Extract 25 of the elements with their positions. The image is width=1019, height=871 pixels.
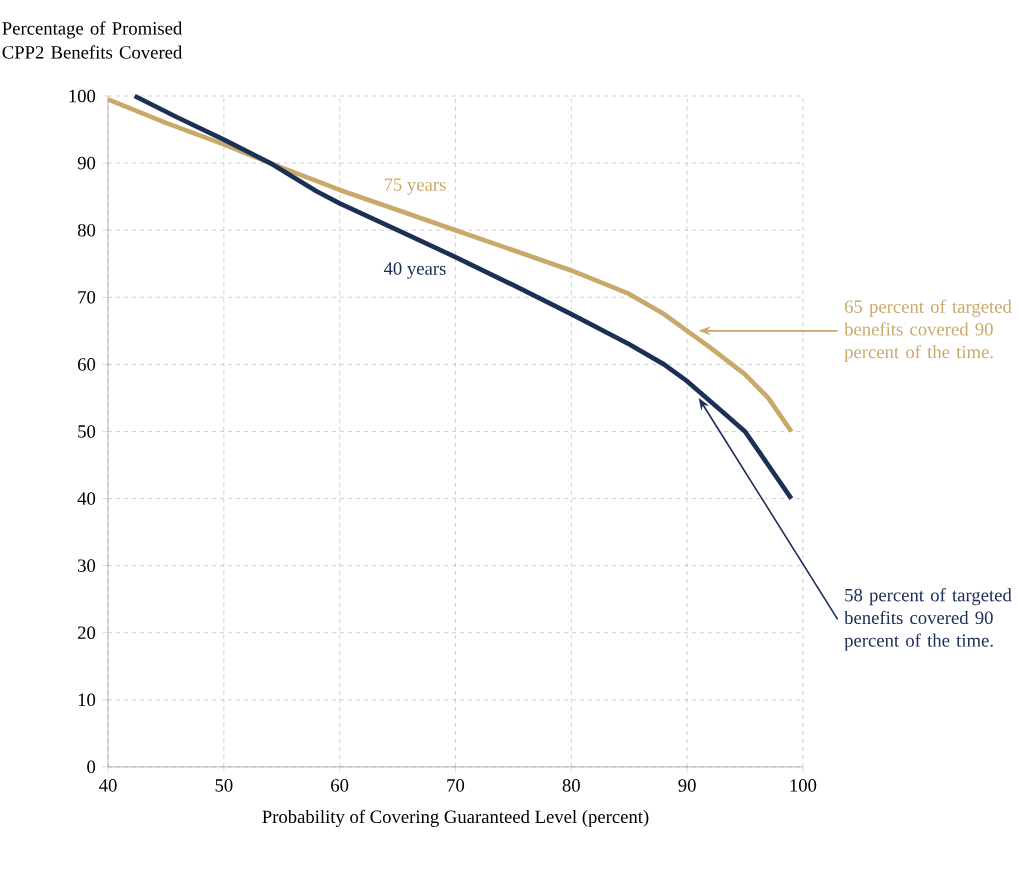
y-tick-label: 30 xyxy=(78,559,96,572)
y-tick-label: 70 xyxy=(78,291,96,304)
series-label: 75 years xyxy=(384,178,446,195)
x-tick-label: 100 xyxy=(790,779,817,792)
y-tick-label: 60 xyxy=(77,358,96,371)
line-series xyxy=(132,93,794,501)
y-tick-label: 20 xyxy=(78,626,96,640)
y-tick-label: 0 xyxy=(87,760,96,774)
annotation: 58 percent of targeted benefits covered 90 percent of the time. xyxy=(844,588,1012,651)
x-tick-label: 70 xyxy=(447,779,465,792)
y-tick-label: 50 xyxy=(78,425,96,438)
series-label: 40 years xyxy=(383,262,446,279)
x-tick-label: 40 xyxy=(99,779,117,792)
y-tick-label: 40 xyxy=(77,492,96,505)
y-tick-label: 100 xyxy=(69,89,96,103)
x-axis-title: Probability of Covering Guaranteed Level (percent) xyxy=(262,809,649,827)
x-tick-label: 90 xyxy=(678,779,696,792)
annotation: 65 percent of targeted benefits covered 90 percent of the time. xyxy=(844,299,1012,363)
y-tick-label: 10 xyxy=(78,693,96,707)
x-tick-label: 80 xyxy=(562,779,580,792)
y-axis-title: Percentage of Promised CPP2 Benefits Covered xyxy=(2,21,183,59)
y-tick-label: 90 xyxy=(77,156,96,170)
x-tick-label: 60 xyxy=(331,779,349,792)
x-tick-label: 50 xyxy=(215,779,233,792)
y-tick-label: 80 xyxy=(77,223,96,237)
